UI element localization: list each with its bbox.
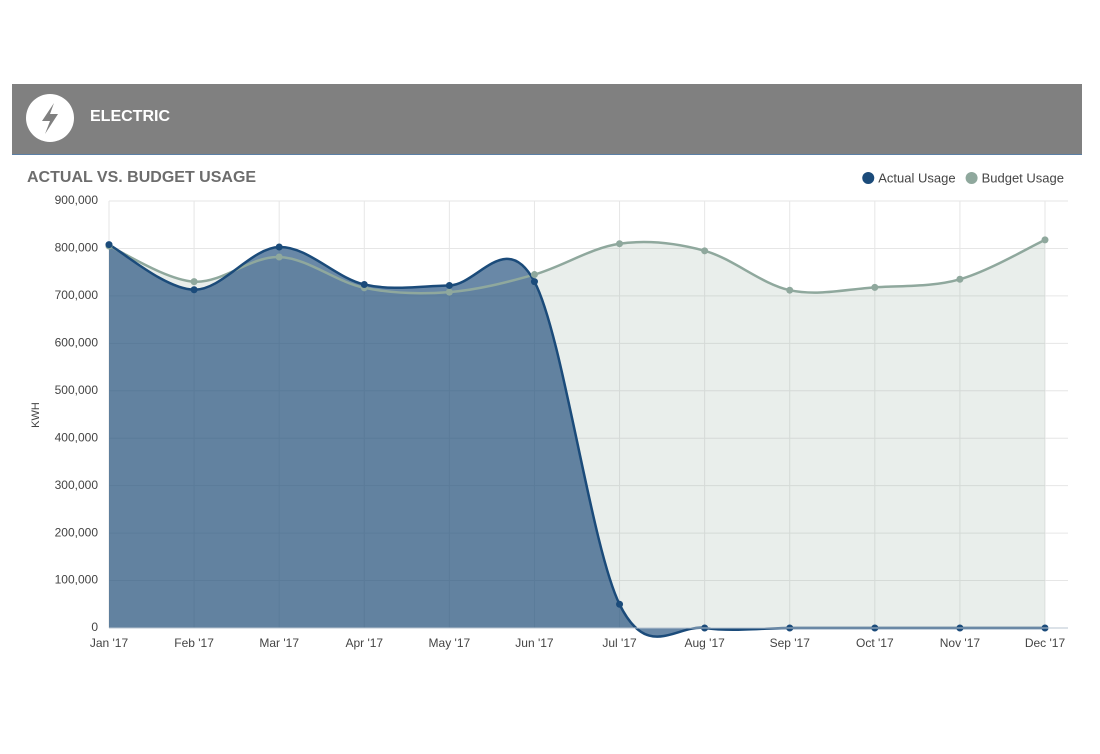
x-tick-label: Jun '17 (515, 636, 554, 650)
y-tick-label: 500,000 (55, 383, 99, 397)
point (190, 286, 198, 294)
header-bar (12, 84, 1082, 154)
legend-label: Budget Usage (982, 170, 1064, 185)
x-tick-label: Jul '17 (602, 636, 637, 650)
x-tick-label: Jan '17 (90, 636, 129, 650)
point (1041, 236, 1049, 244)
x-tick-label: Dec '17 (1025, 636, 1066, 650)
point (616, 600, 624, 608)
point (956, 275, 964, 283)
y-axis-label: KWH (30, 402, 42, 428)
point (445, 281, 453, 289)
x-tick-label: Nov '17 (940, 636, 981, 650)
area (109, 244, 1045, 637)
x-tick-label: Sep '17 (770, 636, 811, 650)
x-tick-label: Aug '17 (684, 636, 725, 650)
y-tick-label: 800,000 (55, 241, 99, 255)
point (275, 243, 283, 251)
y-tick-label: 100,000 (55, 573, 99, 587)
bolt (42, 103, 58, 134)
header-title: ELECTRIC (90, 108, 170, 125)
point (871, 283, 879, 291)
point (786, 286, 794, 294)
line (108, 238, 1046, 295)
legend-marker (862, 172, 875, 184)
point (530, 271, 538, 279)
x-tick-label: Oct '17 (856, 636, 894, 650)
y-tick-label: 400,000 (55, 430, 99, 444)
x-tick-label: Apr '17 (345, 636, 383, 650)
point (275, 253, 283, 261)
point (445, 288, 453, 296)
y-tick-label: 200,000 (55, 525, 99, 539)
chart-title: ACTUAL VS. BUDGET USAGE (27, 169, 256, 186)
point (360, 281, 368, 289)
point (701, 247, 709, 255)
y-tick-label: 600,000 (55, 336, 99, 350)
y-tick-label: 700,000 (55, 288, 99, 302)
point (190, 278, 198, 286)
point (616, 240, 624, 248)
y-tick-label: 0 (91, 620, 98, 634)
point (530, 278, 538, 286)
y-tick-label: 900,000 (55, 193, 99, 207)
point (105, 241, 113, 249)
x-tick-label: Feb '17 (174, 636, 214, 650)
x-tick-label: May '17 (429, 636, 471, 650)
legend-label: Actual Usage (878, 170, 955, 185)
x-tick-label: Mar '17 (259, 636, 299, 650)
legend-marker (965, 172, 978, 184)
y-tick-label: 300,000 (55, 478, 99, 492)
